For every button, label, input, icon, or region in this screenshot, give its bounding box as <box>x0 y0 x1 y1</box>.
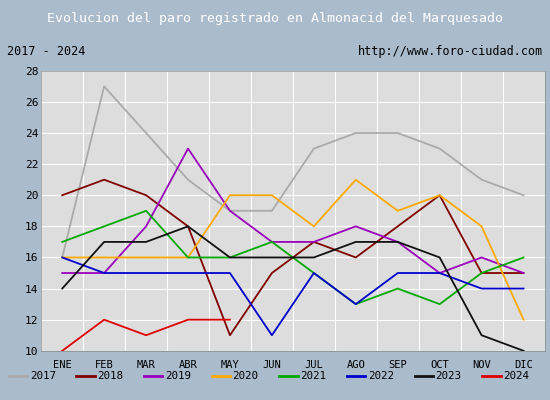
Text: 2021: 2021 <box>300 371 326 382</box>
Text: ENE: ENE <box>53 360 72 370</box>
Text: 2023: 2023 <box>436 371 461 382</box>
Text: OCT: OCT <box>430 360 449 370</box>
Text: FEB: FEB <box>95 360 113 370</box>
Text: MAY: MAY <box>221 360 239 370</box>
Text: DIC: DIC <box>514 360 533 370</box>
Text: JUN: JUN <box>262 360 281 370</box>
Text: Evolucion del paro registrado en Almonacid del Marquesado: Evolucion del paro registrado en Almonac… <box>47 12 503 25</box>
Text: SEP: SEP <box>388 360 407 370</box>
Text: 2024: 2024 <box>503 371 529 382</box>
Text: 2022: 2022 <box>368 371 394 382</box>
Text: 2019: 2019 <box>165 371 191 382</box>
Text: JUL: JUL <box>305 360 323 370</box>
Text: ABR: ABR <box>179 360 197 370</box>
Text: 2017: 2017 <box>30 371 56 382</box>
Text: 2020: 2020 <box>233 371 258 382</box>
Text: http://www.foro-ciudad.com: http://www.foro-ciudad.com <box>358 45 543 58</box>
Text: NOV: NOV <box>472 360 491 370</box>
Text: MAR: MAR <box>137 360 156 370</box>
Text: 2017 - 2024: 2017 - 2024 <box>7 45 85 58</box>
Text: AGO: AGO <box>346 360 365 370</box>
Text: 2018: 2018 <box>97 371 123 382</box>
